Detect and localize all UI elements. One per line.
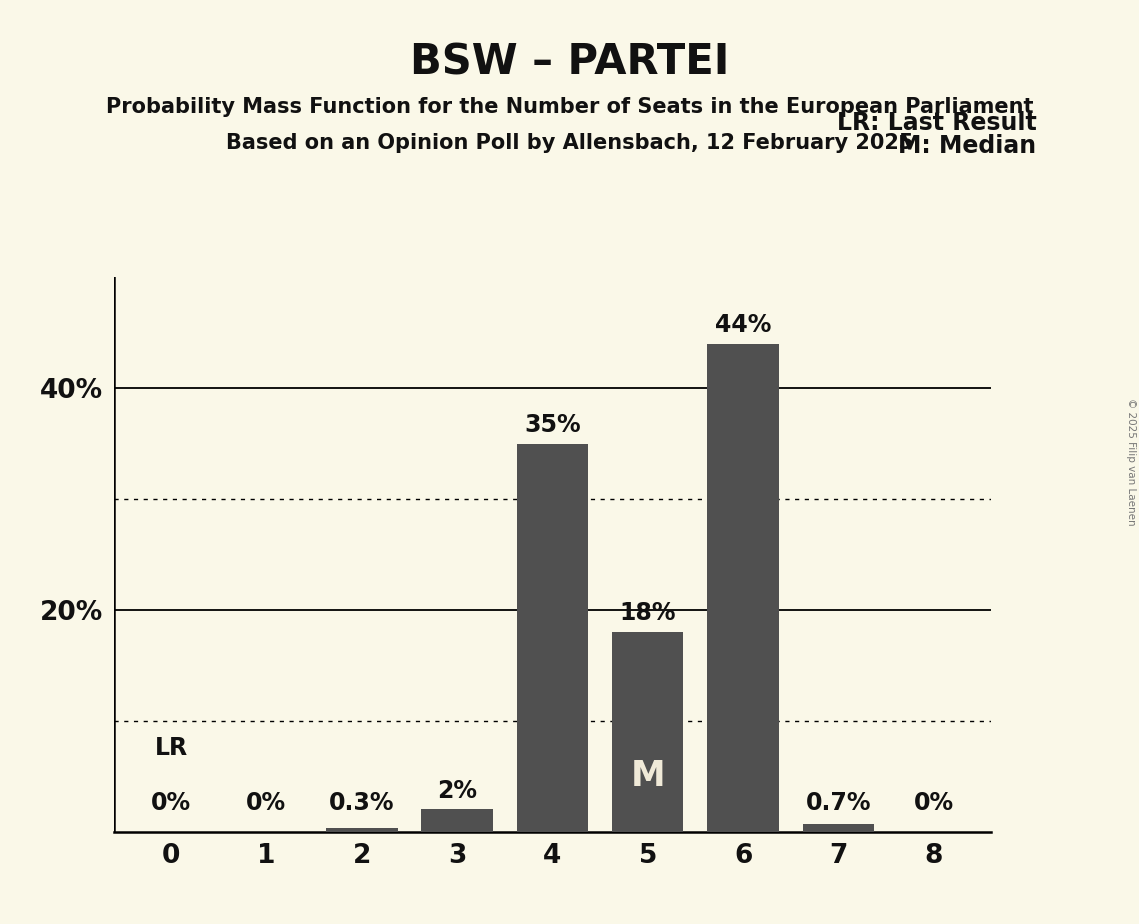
Text: 18%: 18% <box>620 602 675 626</box>
Text: M: M <box>630 759 665 793</box>
Text: 0%: 0% <box>151 791 191 815</box>
Text: LR: Last Result: LR: Last Result <box>837 111 1036 135</box>
Text: 0.7%: 0.7% <box>805 791 871 815</box>
Text: 0%: 0% <box>913 791 953 815</box>
Bar <box>421 809 493 832</box>
Text: 2%: 2% <box>437 779 477 803</box>
Text: BSW – PARTEI: BSW – PARTEI <box>410 42 729 83</box>
Text: 0%: 0% <box>246 791 287 815</box>
Bar <box>707 344 779 832</box>
Text: M: Median: M: Median <box>899 134 1036 158</box>
Bar <box>326 828 398 832</box>
Text: 44%: 44% <box>715 313 771 337</box>
Bar <box>612 632 683 832</box>
Text: Probability Mass Function for the Number of Seats in the European Parliament: Probability Mass Function for the Number… <box>106 97 1033 117</box>
Text: © 2025 Filip van Laenen: © 2025 Filip van Laenen <box>1126 398 1136 526</box>
Text: 35%: 35% <box>524 413 581 437</box>
Bar <box>517 444 588 832</box>
Text: LR: LR <box>155 736 188 760</box>
Text: 0.3%: 0.3% <box>329 791 394 815</box>
Bar <box>803 824 874 832</box>
Text: Based on an Opinion Poll by Allensbach, 12 February 2025: Based on an Opinion Poll by Allensbach, … <box>226 133 913 153</box>
